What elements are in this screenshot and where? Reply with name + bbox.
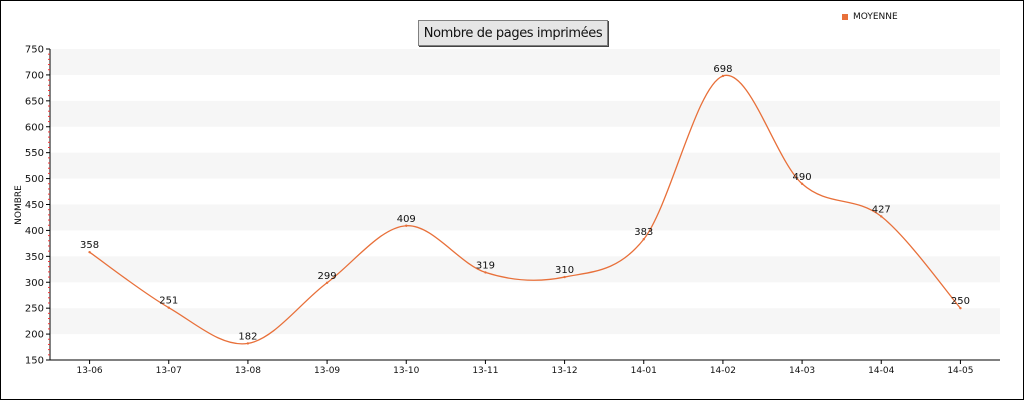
data-labels: 358 251 182 299 409 319 310 383 698 490 427 250	[80, 64, 970, 342]
x-tick-label: 14-03	[789, 366, 815, 376]
x-tick-label: 14-05	[947, 366, 973, 376]
grid-band	[50, 152, 1000, 179]
x-axis-ticks: 13-06 13-07 13-08 13-09 13-10 13-11 13-12 14-01…	[77, 360, 973, 376]
y-tick-label: 350	[25, 252, 44, 263]
grid-band	[50, 308, 1000, 335]
data-label: 310	[555, 265, 574, 276]
grid-band	[50, 204, 1000, 231]
data-label: 490	[793, 172, 812, 183]
x-tick-label: 13-11	[472, 366, 498, 376]
data-label: 251	[159, 296, 178, 307]
data-point	[880, 215, 883, 218]
data-point	[642, 238, 645, 241]
data-point	[246, 342, 250, 345]
data-point	[800, 182, 804, 185]
y-tick-label: 200	[25, 330, 44, 341]
y-axis-label: NOMBRE	[14, 185, 24, 225]
y-tick-label: 400	[25, 226, 44, 237]
data-point	[167, 306, 170, 309]
y-tick-label: 500	[25, 174, 44, 185]
grid-band	[50, 256, 1000, 283]
y-tick-label: 150	[25, 356, 44, 367]
data-label: 383	[634, 227, 653, 238]
grid-band	[50, 49, 1000, 75]
grid-bands	[50, 49, 1000, 335]
y-tick-label: 550	[25, 148, 44, 159]
x-tick-label: 14-01	[631, 366, 657, 376]
data-point	[405, 224, 408, 227]
data-label: 427	[872, 204, 891, 215]
legend: MOYENNE	[842, 12, 898, 22]
y-tick-label: 600	[25, 122, 44, 133]
chart-title: Nombre de pages imprimées	[418, 20, 608, 46]
data-point	[88, 250, 91, 254]
x-tick-label: 13-07	[156, 366, 182, 376]
x-tick-label: 13-10	[393, 366, 419, 376]
x-tick-label: 13-12	[552, 366, 578, 376]
y-axis-ticks: 150 200 250 300 350 400 450 500 550 600 650 700 750	[25, 45, 50, 367]
data-point	[325, 281, 329, 284]
x-tick-label: 14-02	[710, 366, 736, 376]
data-label: 250	[951, 296, 970, 307]
y-tick-label: 650	[25, 96, 44, 107]
y-tick-label: 750	[25, 45, 44, 56]
y-tick-label: 300	[25, 278, 44, 289]
x-tick-label: 13-09	[314, 366, 340, 376]
data-label: 299	[318, 271, 337, 282]
data-label: 698	[713, 64, 732, 75]
x-tick-label: 13-08	[235, 366, 261, 376]
data-label: 182	[238, 331, 257, 342]
data-point	[721, 74, 725, 78]
data-label: 319	[476, 260, 495, 271]
data-point	[959, 306, 962, 310]
x-tick-label: 14-04	[868, 366, 894, 376]
y-tick-label: 450	[25, 200, 44, 211]
data-label: 358	[80, 240, 99, 251]
legend-label: MOYENNE	[853, 12, 898, 22]
y-tick-label: 700	[25, 70, 44, 81]
legend-swatch	[842, 14, 848, 20]
data-point	[484, 271, 487, 274]
data-point	[563, 275, 566, 279]
series-layer	[88, 74, 962, 345]
data-label: 409	[397, 214, 416, 225]
y-tick-label: 250	[25, 304, 44, 315]
x-tick-label: 13-06	[77, 366, 103, 376]
grid-band	[50, 100, 1000, 127]
